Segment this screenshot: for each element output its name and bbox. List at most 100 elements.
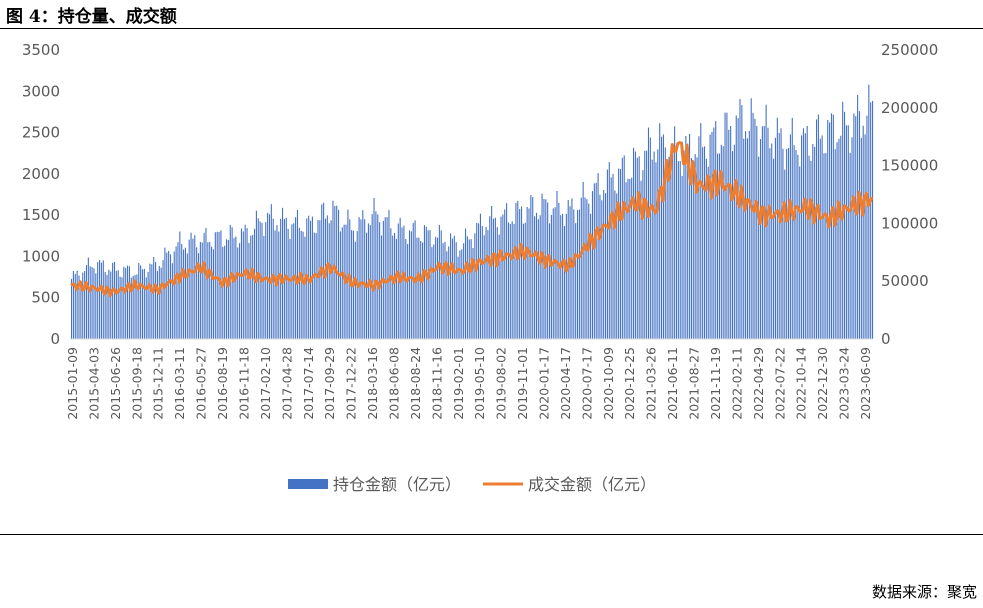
open-interest-bar <box>535 212 538 339</box>
open-interest-bar <box>829 122 831 339</box>
open-interest-bar <box>550 214 552 339</box>
open-interest-bar <box>530 195 532 339</box>
open-interest-bar <box>147 272 149 339</box>
open-interest-bar <box>166 252 168 339</box>
open-interest-bar <box>786 148 788 339</box>
open-interest-bar <box>155 261 157 339</box>
open-interest-bar <box>442 243 444 339</box>
open-interest-bar <box>371 214 373 339</box>
open-interest-bar <box>149 263 151 339</box>
open-interest-bar <box>478 223 480 339</box>
open-interest-bar <box>427 230 429 339</box>
open-interest-bar <box>703 146 706 339</box>
open-interest-bar <box>653 151 655 339</box>
open-interest-bar <box>662 134 664 339</box>
open-interest-bar <box>745 131 747 339</box>
open-interest-bar <box>87 257 89 339</box>
open-interest-bar <box>207 242 209 339</box>
open-interest-bar <box>726 112 728 340</box>
open-interest-bar <box>560 215 562 339</box>
open-interest-bar <box>500 216 502 339</box>
open-interest-bar <box>832 114 834 339</box>
open-interest-bar <box>405 239 407 339</box>
x-tick-label: 2017-04-28 <box>279 347 294 420</box>
open-interest-bar <box>655 162 657 339</box>
source-note: 数据来源：聚宽 <box>871 583 977 601</box>
right-tick-label: 250000 <box>881 41 938 59</box>
open-interest-bar <box>804 133 806 339</box>
open-interest-bar <box>162 260 164 339</box>
open-interest-bar <box>289 239 291 339</box>
open-interest-bar <box>425 226 427 339</box>
open-interest-bar <box>302 231 304 339</box>
open-interest-bar <box>168 250 170 339</box>
open-interest-bar <box>601 200 603 339</box>
open-interest-bar <box>472 248 474 339</box>
open-interest-bar <box>313 232 315 339</box>
x-tick-label: 2019-02-01 <box>451 347 466 420</box>
open-interest-bar <box>464 228 467 339</box>
open-interest-bar <box>591 191 594 339</box>
open-interest-bar <box>362 210 364 339</box>
open-interest-bar <box>814 146 816 339</box>
open-interest-bar <box>455 242 457 339</box>
open-interest-bar <box>354 241 356 339</box>
open-interest-bar <box>649 137 651 339</box>
x-tick-label: 2022-04-29 <box>751 347 766 420</box>
open-interest-bar <box>104 272 106 339</box>
open-interest-bar <box>211 246 213 339</box>
open-interest-bar <box>870 102 872 339</box>
open-interest-bar <box>825 153 827 339</box>
open-interest-bar <box>84 271 86 339</box>
open-interest-bar <box>618 168 620 339</box>
open-interest-bar <box>778 132 780 339</box>
open-interest-bar <box>287 228 289 339</box>
open-interest-bar <box>438 224 440 339</box>
open-interest-bar <box>450 233 452 339</box>
x-tick-label: 2015-06-26 <box>108 347 123 420</box>
open-interest-bar <box>304 236 306 339</box>
x-tick-label: 2018-08-24 <box>408 347 423 420</box>
open-interest-bar <box>565 213 567 339</box>
open-interest-bar <box>231 227 233 339</box>
open-interest-bar <box>847 125 849 340</box>
open-interest-bar <box>227 239 229 339</box>
open-interest-bar <box>82 272 84 339</box>
combo-chart: 3500 3000 2500 2000 1500 1000 500 0 250000 20000… <box>22 41 938 494</box>
open-interest-bar <box>492 218 495 339</box>
open-interest-bar <box>384 217 386 339</box>
open-interest-bar <box>858 111 861 339</box>
open-interest-bar <box>692 171 694 339</box>
open-interest-bar <box>787 147 790 339</box>
open-interest-bar <box>239 243 241 339</box>
open-interest-bar <box>758 156 760 339</box>
open-interest-bar <box>733 144 735 339</box>
open-interest-bar <box>849 152 851 339</box>
open-interest-bar <box>440 230 442 339</box>
open-interest-bar <box>212 249 214 339</box>
open-interest-bar <box>293 223 295 339</box>
open-interest-bar <box>420 240 422 339</box>
open-interest-bar <box>603 190 605 339</box>
left-tick-label: 0 <box>50 330 60 348</box>
right-tick-label: 150000 <box>881 157 938 175</box>
open-interest-bar <box>71 278 73 339</box>
open-interest-bar <box>621 157 623 339</box>
left-tick-label: 2500 <box>22 124 60 142</box>
x-tick-label: 2015-01-09 <box>65 347 80 420</box>
x-axis-ticks: 2015-01-09 2015-04-03 2015-06-26 2015-09-18… <box>65 347 873 420</box>
open-interest-bar <box>520 206 523 339</box>
open-interest-bar <box>711 131 713 339</box>
open-interest-bar <box>240 228 243 339</box>
open-interest-bar <box>216 231 218 339</box>
open-interest-bar <box>175 246 177 339</box>
open-interest-bar <box>504 209 506 339</box>
open-interest-bar <box>489 216 491 339</box>
open-interest-bar <box>817 114 819 339</box>
open-interest-bar <box>446 251 448 339</box>
open-interest-bar <box>433 244 435 339</box>
open-interest-bar <box>328 223 330 339</box>
open-interest-bar <box>401 227 403 339</box>
open-interest-bar <box>410 231 412 339</box>
open-interest-bar <box>821 135 823 339</box>
